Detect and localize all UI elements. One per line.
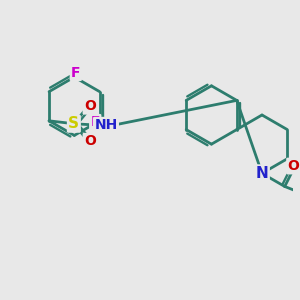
Text: F: F [91, 115, 100, 129]
Text: O: O [84, 134, 96, 148]
Text: NH: NH [94, 118, 118, 132]
Text: O: O [84, 99, 96, 113]
Text: N: N [256, 166, 268, 181]
Text: O: O [288, 159, 299, 173]
Text: S: S [68, 116, 80, 131]
Text: F: F [71, 66, 80, 80]
